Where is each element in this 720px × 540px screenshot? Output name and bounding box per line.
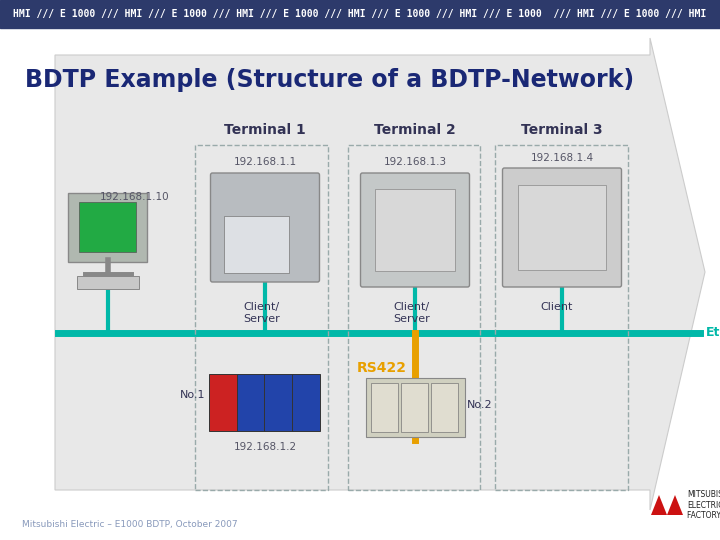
- Polygon shape: [651, 495, 667, 515]
- Text: No.2: No.2: [467, 400, 492, 410]
- FancyBboxPatch shape: [374, 190, 455, 271]
- FancyBboxPatch shape: [371, 383, 397, 432]
- Text: HMI /// E 1000 /// HMI /// E 1000 /// HMI /// E 1000 /// HMI /// E 1000 /// HMI : HMI /// E 1000 /// HMI /// E 1000 /// HM…: [14, 9, 706, 19]
- Text: 192.168.1.3: 192.168.1.3: [384, 157, 446, 167]
- Text: 192.168.1.2: 192.168.1.2: [233, 442, 297, 452]
- Polygon shape: [55, 38, 705, 510]
- Text: Client/
Server: Client/ Server: [243, 302, 280, 323]
- Text: RS422: RS422: [357, 361, 407, 375]
- FancyBboxPatch shape: [503, 168, 621, 287]
- Text: BDTP Example (Structure of a BDTP-Network): BDTP Example (Structure of a BDTP-Networ…: [25, 68, 634, 92]
- Text: Mitsubishi Electric – E1000 BDTP, October 2007: Mitsubishi Electric – E1000 BDTP, Octobe…: [22, 521, 238, 530]
- FancyBboxPatch shape: [236, 374, 265, 431]
- FancyBboxPatch shape: [210, 173, 320, 282]
- Text: Terminal 1: Terminal 1: [224, 123, 306, 137]
- FancyBboxPatch shape: [68, 193, 147, 262]
- FancyBboxPatch shape: [361, 173, 469, 287]
- FancyBboxPatch shape: [366, 378, 464, 437]
- Text: Terminal 3: Terminal 3: [521, 123, 603, 137]
- Text: Client/
Server: Client/ Server: [393, 302, 430, 323]
- Text: Client: Client: [540, 302, 572, 312]
- Text: MITSUBISHI
ELECTRIC
FACTORY AUTOMATION: MITSUBISHI ELECTRIC FACTORY AUTOMATION: [687, 490, 720, 520]
- FancyBboxPatch shape: [209, 374, 238, 431]
- FancyBboxPatch shape: [79, 202, 136, 252]
- Text: 192.168.1.10: 192.168.1.10: [100, 192, 170, 202]
- Bar: [0, 0, 720, 28]
- FancyBboxPatch shape: [431, 383, 457, 432]
- Text: Terminal 2: Terminal 2: [374, 123, 456, 137]
- FancyBboxPatch shape: [518, 185, 606, 270]
- Text: No.1: No.1: [179, 390, 205, 400]
- Text: 192.168.1.1: 192.168.1.1: [233, 157, 297, 167]
- Text: Ethernet: Ethernet: [706, 327, 720, 340]
- FancyBboxPatch shape: [264, 374, 292, 431]
- FancyBboxPatch shape: [224, 216, 289, 273]
- FancyBboxPatch shape: [400, 383, 428, 432]
- FancyBboxPatch shape: [292, 374, 320, 431]
- Text: 192.168.1.4: 192.168.1.4: [531, 153, 593, 163]
- Polygon shape: [667, 495, 683, 515]
- FancyBboxPatch shape: [77, 276, 139, 289]
